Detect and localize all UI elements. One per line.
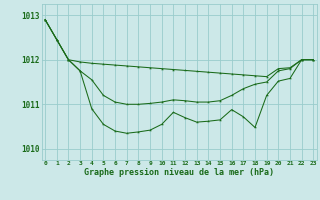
X-axis label: Graphe pression niveau de la mer (hPa): Graphe pression niveau de la mer (hPa) [84, 168, 274, 177]
